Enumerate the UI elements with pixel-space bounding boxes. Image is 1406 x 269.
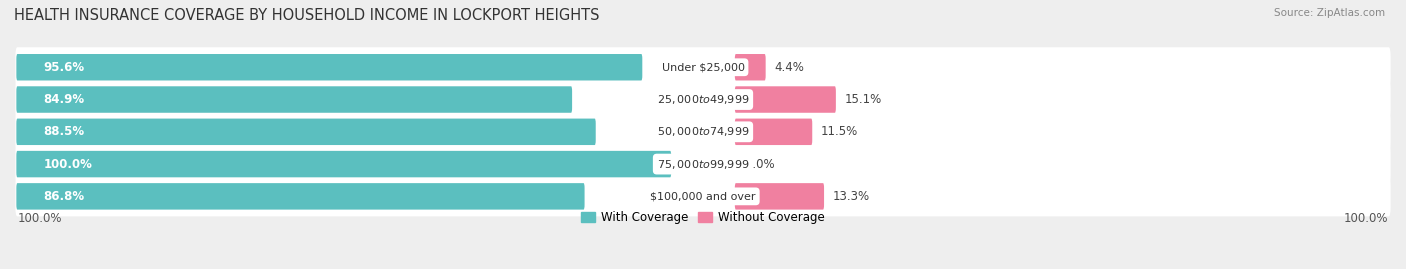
Text: 88.5%: 88.5% [44,125,84,138]
Text: 13.3%: 13.3% [832,190,870,203]
Text: $100,000 and over: $100,000 and over [650,191,756,201]
Text: Source: ZipAtlas.com: Source: ZipAtlas.com [1274,8,1385,18]
Text: 84.9%: 84.9% [44,93,84,106]
Legend: With Coverage, Without Coverage: With Coverage, Without Coverage [576,206,830,229]
FancyBboxPatch shape [735,54,766,80]
FancyBboxPatch shape [17,86,572,113]
FancyBboxPatch shape [735,183,824,210]
Text: 100.0%: 100.0% [1344,212,1389,225]
Text: 11.5%: 11.5% [821,125,858,138]
Text: $75,000 to $99,999: $75,000 to $99,999 [657,158,749,171]
FancyBboxPatch shape [735,119,813,145]
Text: 86.8%: 86.8% [44,190,84,203]
Text: 4.4%: 4.4% [775,61,804,74]
Text: $50,000 to $74,999: $50,000 to $74,999 [657,125,749,138]
FancyBboxPatch shape [17,119,596,145]
Text: Under $25,000: Under $25,000 [661,62,745,72]
FancyBboxPatch shape [735,86,835,113]
FancyBboxPatch shape [17,183,585,210]
Text: 100.0%: 100.0% [17,212,62,225]
Text: HEALTH INSURANCE COVERAGE BY HOUSEHOLD INCOME IN LOCKPORT HEIGHTS: HEALTH INSURANCE COVERAGE BY HOUSEHOLD I… [14,8,599,23]
FancyBboxPatch shape [17,54,643,80]
Text: $25,000 to $49,999: $25,000 to $49,999 [657,93,749,106]
Text: 95.6%: 95.6% [44,61,84,74]
Text: 15.1%: 15.1% [845,93,882,106]
Text: 100.0%: 100.0% [44,158,93,171]
FancyBboxPatch shape [15,47,1391,87]
FancyBboxPatch shape [15,176,1391,216]
FancyBboxPatch shape [15,144,1391,184]
Text: 0.0%: 0.0% [745,158,775,171]
FancyBboxPatch shape [17,151,671,177]
FancyBboxPatch shape [15,80,1391,119]
FancyBboxPatch shape [15,112,1391,152]
